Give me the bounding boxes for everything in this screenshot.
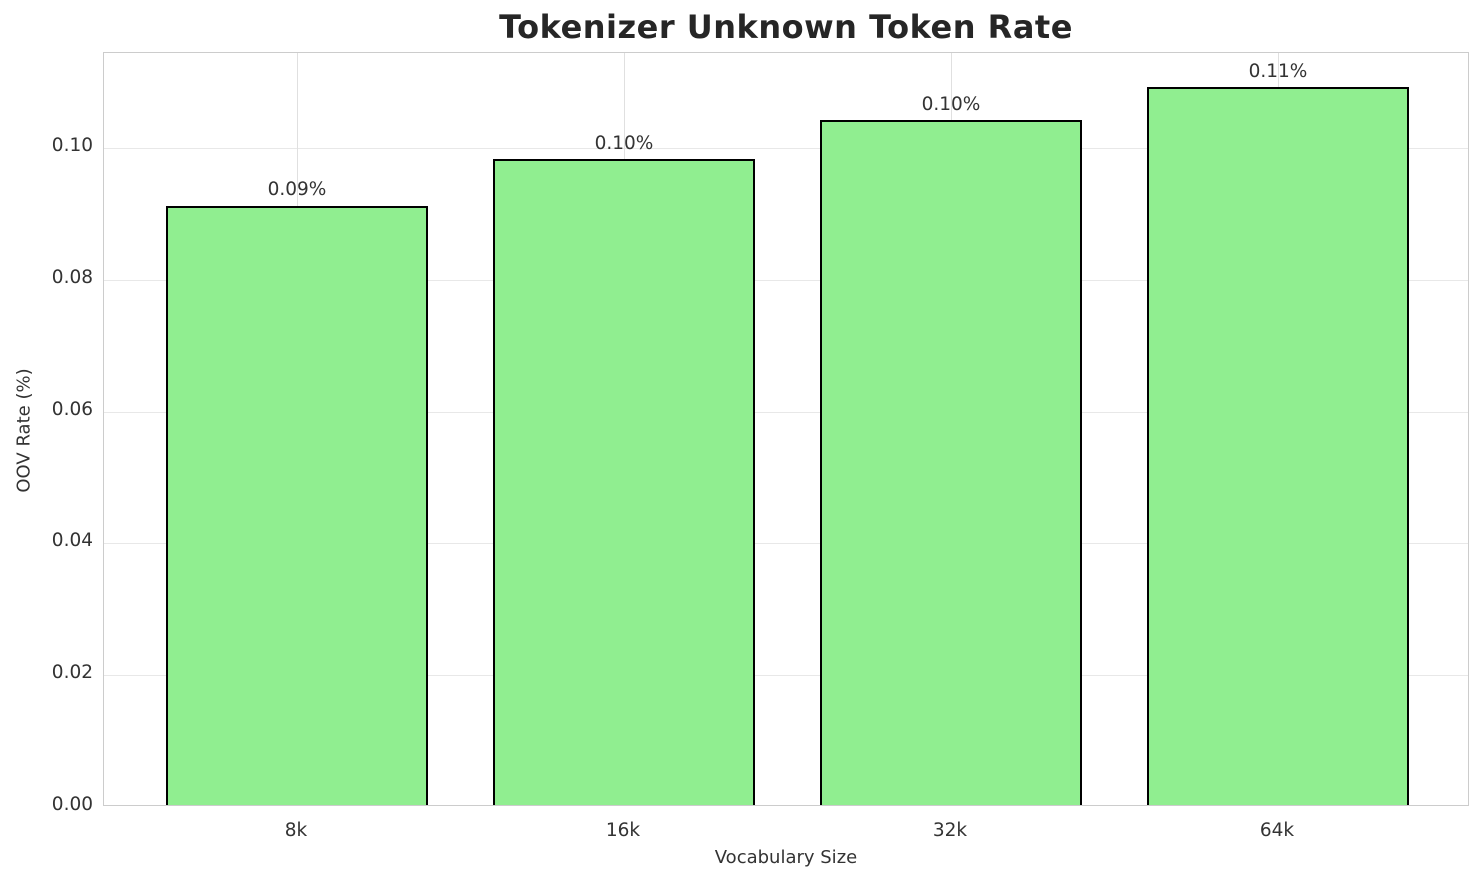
bar-8k xyxy=(166,205,428,805)
x-tick-label-32k: 32k xyxy=(932,820,968,841)
x-tick-label-8k: 8k xyxy=(284,820,308,841)
bar-value-label: 0.09% xyxy=(267,179,327,201)
y-tick-label: 0.06 xyxy=(51,398,93,420)
y-tick-label: 0.08 xyxy=(51,266,93,288)
bar-64k xyxy=(1147,86,1409,805)
bar-value-label: 0.10% xyxy=(594,133,654,155)
y-gridline xyxy=(104,675,1468,677)
x-axis-label: Vocabulary Size xyxy=(714,847,858,868)
y-tick-label: 0.04 xyxy=(51,530,93,552)
y-gridline xyxy=(104,148,1468,150)
y-gridline xyxy=(104,279,1468,281)
chart-title: Tokenizer Unknown Token Rate xyxy=(499,8,1073,46)
x-tick-label-16k: 16k xyxy=(605,820,641,841)
bar-32k xyxy=(820,119,1082,805)
y-axis-label: OOV Rate (%) xyxy=(13,368,35,493)
y-tick-label: 0.00 xyxy=(51,794,93,815)
bar-16k xyxy=(493,159,755,805)
y-tick-label: 0.02 xyxy=(51,662,93,684)
y-gridline xyxy=(104,411,1468,413)
y-tick-label: 0.10 xyxy=(51,135,93,157)
plot-area: 0.09% 0.10% 0.10% 0.11% xyxy=(103,52,1469,806)
bar-value-label: 0.11% xyxy=(1248,60,1308,82)
y-gridline xyxy=(104,543,1468,545)
bar-value-label: 0.10% xyxy=(921,93,981,115)
x-tick-label-64k: 64k xyxy=(1259,820,1295,841)
